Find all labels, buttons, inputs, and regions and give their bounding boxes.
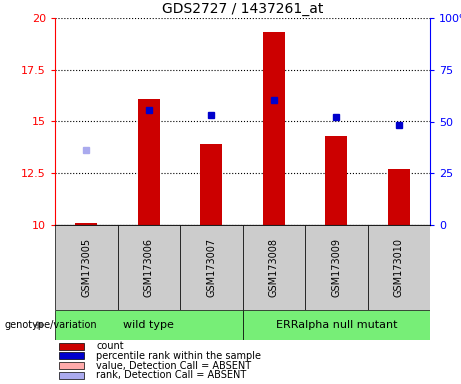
Text: GSM173006: GSM173006 bbox=[144, 238, 154, 297]
Bar bbox=[388, 169, 410, 225]
Text: GSM173008: GSM173008 bbox=[269, 238, 279, 297]
Text: value, Detection Call = ABSENT: value, Detection Call = ABSENT bbox=[96, 361, 251, 371]
Bar bbox=[180, 225, 242, 310]
Bar bbox=[305, 225, 367, 310]
Text: GSM173010: GSM173010 bbox=[394, 238, 404, 297]
Bar bbox=[263, 33, 285, 225]
Bar bbox=[325, 136, 347, 225]
Bar bbox=[59, 362, 84, 369]
Bar bbox=[242, 225, 305, 310]
Title: GDS2727 / 1437261_at: GDS2727 / 1437261_at bbox=[162, 2, 323, 16]
Text: ERRalpha null mutant: ERRalpha null mutant bbox=[276, 320, 397, 330]
Bar bbox=[138, 99, 160, 225]
Bar bbox=[201, 144, 222, 225]
Bar bbox=[242, 310, 430, 340]
Text: genotype/variation: genotype/variation bbox=[5, 320, 97, 330]
Text: rank, Detection Call = ABSENT: rank, Detection Call = ABSENT bbox=[96, 370, 247, 380]
Bar bbox=[55, 310, 242, 340]
Bar bbox=[118, 225, 180, 310]
Text: GSM173007: GSM173007 bbox=[206, 238, 216, 297]
Bar bbox=[59, 352, 84, 359]
Text: wild type: wild type bbox=[123, 320, 174, 330]
Text: count: count bbox=[96, 341, 124, 351]
Text: percentile rank within the sample: percentile rank within the sample bbox=[96, 351, 261, 361]
Bar bbox=[59, 372, 84, 379]
Bar bbox=[59, 343, 84, 349]
Text: GSM173005: GSM173005 bbox=[81, 238, 91, 297]
Bar bbox=[75, 223, 97, 225]
Bar bbox=[367, 225, 430, 310]
Bar bbox=[55, 225, 118, 310]
Text: GSM173009: GSM173009 bbox=[331, 238, 341, 297]
